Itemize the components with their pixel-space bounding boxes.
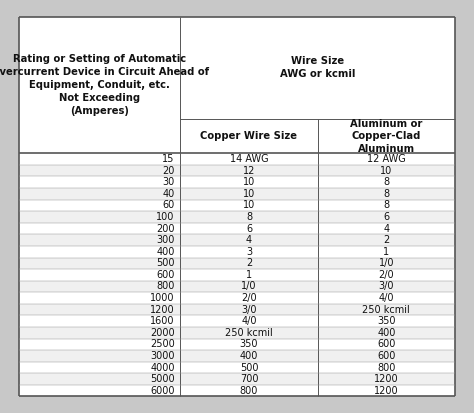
Text: 400: 400 xyxy=(156,247,174,257)
Text: 4: 4 xyxy=(246,235,252,245)
Text: Copper Wire Size: Copper Wire Size xyxy=(201,131,298,141)
Text: 12: 12 xyxy=(243,166,255,176)
Text: 6000: 6000 xyxy=(150,386,174,396)
Text: 10: 10 xyxy=(243,189,255,199)
Text: 15: 15 xyxy=(162,154,174,164)
Bar xyxy=(19,165,455,176)
Text: 2/0: 2/0 xyxy=(241,293,257,303)
Text: 600: 600 xyxy=(156,270,174,280)
Text: 1200: 1200 xyxy=(374,374,399,384)
Text: 3: 3 xyxy=(246,247,252,257)
Text: 400: 400 xyxy=(240,351,258,361)
Text: 300: 300 xyxy=(156,235,174,245)
Text: 1/0: 1/0 xyxy=(379,258,394,268)
Text: 4/0: 4/0 xyxy=(379,293,394,303)
Text: 1/0: 1/0 xyxy=(241,282,257,292)
Text: 3/0: 3/0 xyxy=(241,305,257,315)
Text: 800: 800 xyxy=(240,386,258,396)
Text: 2/0: 2/0 xyxy=(379,270,394,280)
Text: 700: 700 xyxy=(240,374,258,384)
Bar xyxy=(19,258,455,269)
Text: 3000: 3000 xyxy=(150,351,174,361)
Text: 8: 8 xyxy=(383,189,390,199)
Text: 8: 8 xyxy=(383,177,390,187)
Text: 2500: 2500 xyxy=(150,339,174,349)
Text: 4/0: 4/0 xyxy=(241,316,257,326)
Text: 5000: 5000 xyxy=(150,374,174,384)
Text: 4: 4 xyxy=(383,223,390,234)
Text: 60: 60 xyxy=(163,200,174,210)
Text: 8: 8 xyxy=(383,200,390,210)
Bar xyxy=(19,281,455,292)
Text: 800: 800 xyxy=(377,363,395,373)
Text: 14 AWG: 14 AWG xyxy=(230,154,268,164)
Text: Aluminum or
Copper-Clad
Aluminum: Aluminum or Copper-Clad Aluminum xyxy=(350,119,422,154)
Text: 200: 200 xyxy=(156,223,174,234)
Text: 400: 400 xyxy=(377,328,395,338)
Text: 8: 8 xyxy=(246,212,252,222)
Text: 2: 2 xyxy=(246,258,252,268)
Bar xyxy=(19,373,455,385)
Text: 1200: 1200 xyxy=(150,305,174,315)
Bar xyxy=(19,304,455,316)
Text: 800: 800 xyxy=(156,282,174,292)
Text: 350: 350 xyxy=(240,339,258,349)
Text: 600: 600 xyxy=(377,351,395,361)
Text: 100: 100 xyxy=(156,212,174,222)
Text: Rating or Setting of Automatic
Overcurrent Device in Circuit Ahead of
Equipment,: Rating or Setting of Automatic Overcurre… xyxy=(0,55,209,116)
Text: 2: 2 xyxy=(383,235,390,245)
Text: 600: 600 xyxy=(377,339,395,349)
Text: 350: 350 xyxy=(377,316,396,326)
Text: 2000: 2000 xyxy=(150,328,174,338)
Text: 3/0: 3/0 xyxy=(379,282,394,292)
Text: 500: 500 xyxy=(240,363,258,373)
Text: 1200: 1200 xyxy=(374,386,399,396)
Bar xyxy=(19,234,455,246)
Bar xyxy=(19,350,455,362)
Text: 1: 1 xyxy=(383,247,390,257)
Text: 10: 10 xyxy=(243,200,255,210)
Text: 500: 500 xyxy=(156,258,174,268)
Text: 1600: 1600 xyxy=(150,316,174,326)
Text: 250 kcmil: 250 kcmil xyxy=(225,328,273,338)
Text: 20: 20 xyxy=(162,166,174,176)
Text: 6: 6 xyxy=(383,212,390,222)
Text: 12 AWG: 12 AWG xyxy=(367,154,406,164)
Text: 4000: 4000 xyxy=(150,363,174,373)
Text: 250 kcmil: 250 kcmil xyxy=(363,305,410,315)
Text: 40: 40 xyxy=(163,189,174,199)
Text: 30: 30 xyxy=(163,177,174,187)
Text: Wire Size
AWG or kcmil: Wire Size AWG or kcmil xyxy=(280,57,356,79)
Text: 1000: 1000 xyxy=(150,293,174,303)
Text: 6: 6 xyxy=(246,223,252,234)
Bar xyxy=(19,188,455,199)
Text: 10: 10 xyxy=(243,177,255,187)
Bar xyxy=(19,327,455,339)
Text: 10: 10 xyxy=(380,166,392,176)
Text: 1: 1 xyxy=(246,270,252,280)
Bar xyxy=(19,211,455,223)
